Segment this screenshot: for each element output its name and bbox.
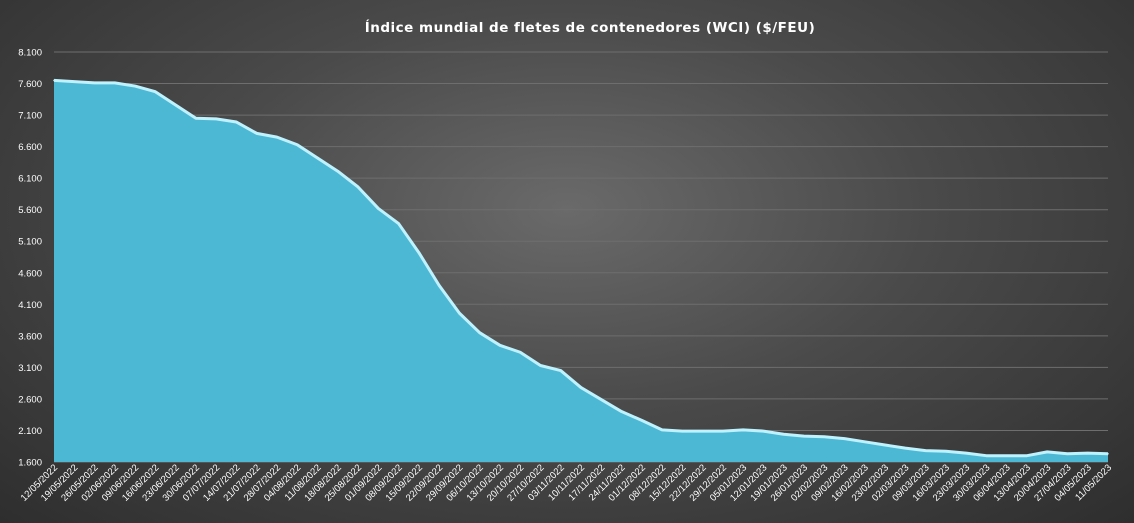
y-tick-label: 7.600 (18, 79, 42, 90)
data-point (600, 398, 603, 401)
y-tick-label: 6.100 (18, 174, 42, 185)
data-point (782, 433, 785, 436)
data-point (823, 435, 826, 438)
data-point (134, 85, 136, 87)
data-point (559, 369, 562, 372)
x-axis: 12/05/202219/05/202226/05/202202/06/2022… (19, 462, 1114, 503)
data-point (296, 143, 299, 146)
data-point (154, 90, 157, 93)
data-point (742, 429, 744, 431)
data-point (681, 430, 684, 432)
data-point (924, 449, 927, 452)
data-point (843, 437, 846, 440)
data-point (357, 186, 359, 188)
data-point (174, 104, 177, 106)
data-point (397, 222, 400, 225)
data-point (114, 82, 116, 84)
data-point (195, 117, 197, 120)
data-point (499, 344, 501, 347)
data-point (1046, 451, 1048, 453)
data-point (438, 284, 440, 287)
data-point (235, 121, 238, 123)
y-tick-label: 8.100 (18, 48, 42, 59)
data-point (1107, 453, 1109, 455)
data-point (904, 447, 907, 449)
data-point (641, 419, 643, 422)
chart-title: Índice mundial de fletes de contenedores… (365, 19, 816, 36)
y-tick-label: 6.600 (18, 142, 42, 153)
data-point (985, 454, 988, 457)
y-tick-label: 2.100 (18, 426, 42, 437)
data-point (762, 430, 765, 432)
data-point (803, 435, 805, 437)
data-point (1066, 453, 1069, 455)
y-tick-label: 4.100 (18, 300, 42, 311)
y-tick-label: 2.600 (18, 394, 42, 405)
y-tick-label: 5.100 (18, 237, 42, 248)
data-point (316, 157, 319, 159)
area-fill (54, 80, 1108, 462)
data-point (458, 312, 461, 314)
data-point (722, 430, 724, 432)
data-point (580, 386, 582, 389)
data-point (539, 364, 542, 367)
data-point (1086, 452, 1089, 454)
data-point (1005, 454, 1008, 457)
y-tick-label: 3.100 (18, 363, 42, 374)
data-point (418, 251, 420, 254)
y-tick-label: 5.600 (18, 205, 42, 216)
data-point (255, 132, 258, 135)
data-point (1026, 454, 1028, 457)
data-point (276, 136, 278, 138)
data-point (863, 441, 866, 443)
y-tick-label: 4.600 (18, 268, 42, 279)
data-point (620, 410, 623, 413)
data-point (73, 80, 76, 83)
y-tick-label: 7.100 (18, 111, 42, 122)
y-axis: 1.600 2.100 2.600 3.100 3.600 4.100 4.600 5.100… (18, 48, 42, 469)
data-point (965, 452, 967, 454)
data-point (93, 82, 96, 84)
data-point (53, 79, 55, 82)
area-series (53, 78, 1109, 462)
data-point (945, 450, 947, 453)
y-tick-label: 1.600 (18, 458, 42, 469)
data-point (519, 351, 521, 354)
data-point (377, 207, 380, 210)
data-point (701, 430, 704, 432)
data-point (661, 429, 663, 431)
y-tick-label: 3.600 (18, 331, 42, 342)
data-point (884, 444, 886, 446)
data-point (215, 118, 217, 120)
data-point (336, 170, 339, 173)
data-point (478, 331, 481, 334)
